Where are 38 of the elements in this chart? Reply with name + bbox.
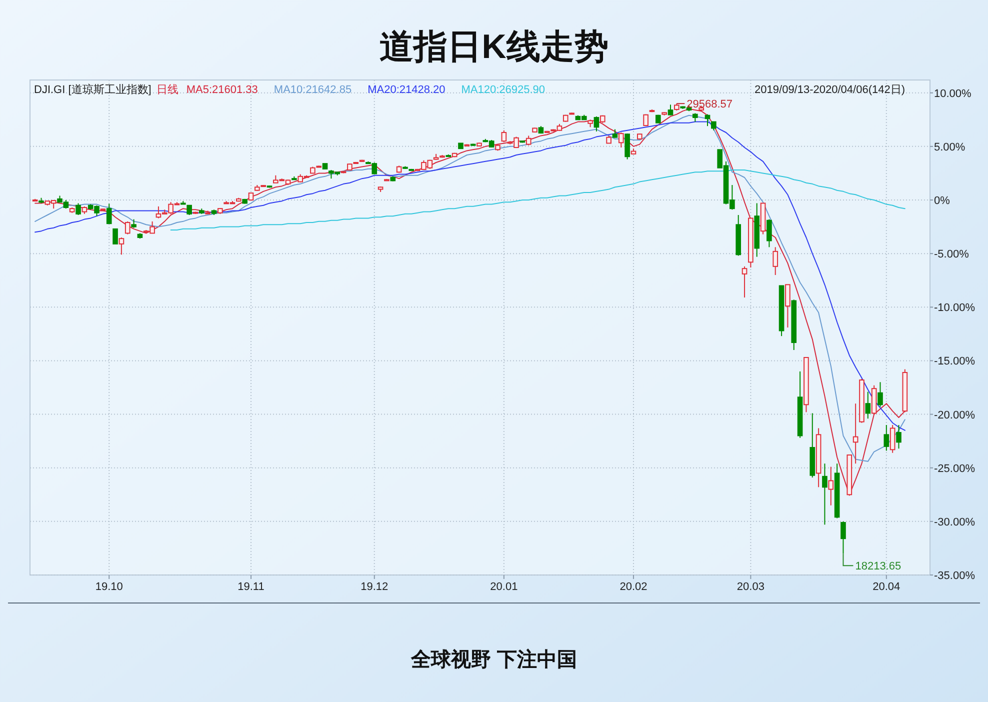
x-tick-label: 19.10 xyxy=(95,581,123,593)
x-tick-label: 19.12 xyxy=(360,581,388,593)
candlestick xyxy=(692,112,698,122)
y-tick-label: -30.00% xyxy=(934,516,976,528)
annotation: 日线 xyxy=(156,83,178,96)
candlestick xyxy=(816,428,822,488)
annotation: 29568.57 xyxy=(686,98,733,111)
y-tick-label: 0% xyxy=(934,195,950,207)
y-tick-label: 10.00% xyxy=(934,88,972,100)
text: MA20:21428.20 xyxy=(368,84,446,96)
y-tick-label: -20.00% xyxy=(934,409,976,422)
candlestick xyxy=(852,403,858,464)
chart-title: 道指日K线走势 xyxy=(380,28,608,66)
annotation: 18213.65 xyxy=(855,560,902,573)
y-tick-label: -25.00% xyxy=(934,462,976,475)
x-tick-label: 20.03 xyxy=(736,581,764,593)
y-tick-label: -15.00% xyxy=(934,356,976,368)
x-tick-label: 20.02 xyxy=(620,581,648,593)
text: 全球视野 下注中国 xyxy=(410,648,577,671)
y-tick-label: -35.00% xyxy=(934,570,976,582)
candlestick xyxy=(772,246,778,276)
x-tick-label: 20.01 xyxy=(490,581,518,593)
candlestick xyxy=(865,391,871,420)
candlestick xyxy=(822,463,828,526)
candlestick xyxy=(896,424,902,450)
text: MA5:21601.33 xyxy=(186,84,258,96)
y-tick-label: -10.00% xyxy=(934,302,976,314)
candlestick xyxy=(828,466,834,506)
y-tick-label: 5.00% xyxy=(934,141,966,154)
line-series xyxy=(170,170,906,230)
y-tick-label: -5.00% xyxy=(934,248,970,261)
x-tick-label: 20.04 xyxy=(872,581,900,593)
candlestick xyxy=(754,202,760,258)
annotation: DJI.GI [道琼斯工业指数] xyxy=(34,83,152,96)
text: MA120:26925.90 xyxy=(461,84,546,96)
annotation: 2019/09/13-2020/04/06(142日) xyxy=(754,84,905,96)
text: MA10:21642.85 xyxy=(274,84,352,96)
x-tick-label: 19.11 xyxy=(238,581,264,593)
